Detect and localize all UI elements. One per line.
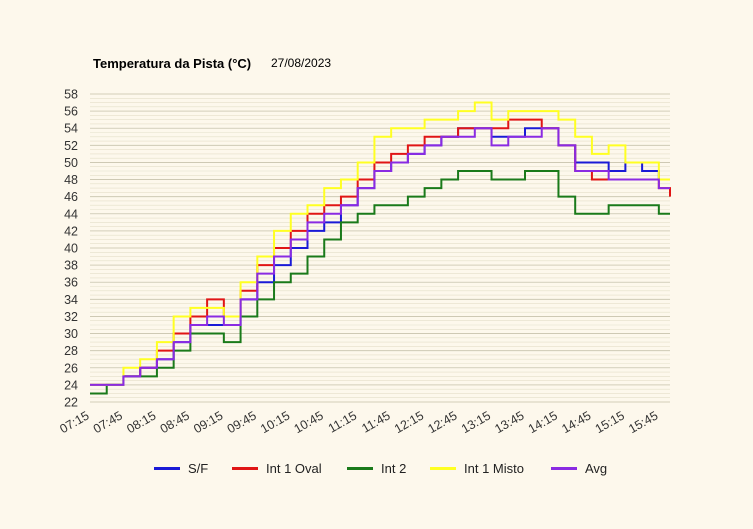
legend-item-int1-oval[interactable]: Int 1 Oval	[232, 461, 322, 476]
chart-title: Temperatura da Pista (°C)	[93, 56, 252, 71]
legend-label: Avg	[585, 461, 608, 476]
legend-label: Int 1 Misto	[464, 461, 524, 476]
y-tick-label: 24	[64, 378, 78, 392]
y-tick-label: 32	[64, 310, 78, 324]
series-line-int-2	[90, 170, 670, 395]
y-tick-label: 22	[64, 396, 78, 410]
y-tick-label: 50	[64, 156, 78, 170]
series-lines	[90, 101, 671, 395]
y-tick-label: 26	[64, 361, 78, 375]
y-tick-label: 34	[64, 293, 78, 307]
series-line-int-1-misto	[90, 101, 670, 386]
series-line-avg	[90, 127, 670, 386]
y-tick-label: 30	[64, 327, 78, 341]
legend-item-int1-misto[interactable]: Int 1 Misto	[430, 461, 524, 476]
legend-swatch	[232, 467, 258, 470]
y-tick-label: 44	[64, 207, 78, 221]
y-tick-label: 36	[64, 276, 78, 290]
y-tick-label: 38	[64, 259, 78, 273]
y-axis-ticks: 22 24 26 28 30 32 34 36 38 40 42 44 46 48 50 52 54 56 58	[64, 88, 78, 410]
legend-swatch	[154, 467, 180, 470]
legend-item-int2[interactable]: Int 2	[347, 461, 406, 476]
y-tick-label: 28	[64, 344, 78, 358]
legend-item-avg[interactable]: Avg	[551, 461, 607, 476]
y-tick-label: 46	[64, 190, 78, 204]
legend-item-sf[interactable]: S/F	[154, 461, 208, 476]
chart-subtitle: 27/08/2023	[271, 56, 332, 70]
y-tick-label: 56	[64, 105, 78, 119]
legend-swatch	[347, 467, 373, 470]
legend-label: Int 1 Oval	[266, 461, 322, 476]
y-tick-label: 48	[64, 173, 78, 187]
y-tick-label: 52	[64, 139, 78, 153]
legend-label: Int 2	[381, 461, 407, 476]
legend-swatch	[430, 467, 456, 470]
legend-swatch	[551, 467, 577, 470]
chart-legend: S/F Int 1 Oval Int 2 Int 1 Misto Avg	[0, 461, 753, 481]
y-tick-label: 42	[64, 224, 78, 238]
y-tick-label: 40	[64, 242, 78, 256]
y-tick-label: 58	[64, 88, 78, 102]
y-tick-label: 54	[64, 122, 78, 136]
legend-label: S/F	[188, 461, 209, 476]
